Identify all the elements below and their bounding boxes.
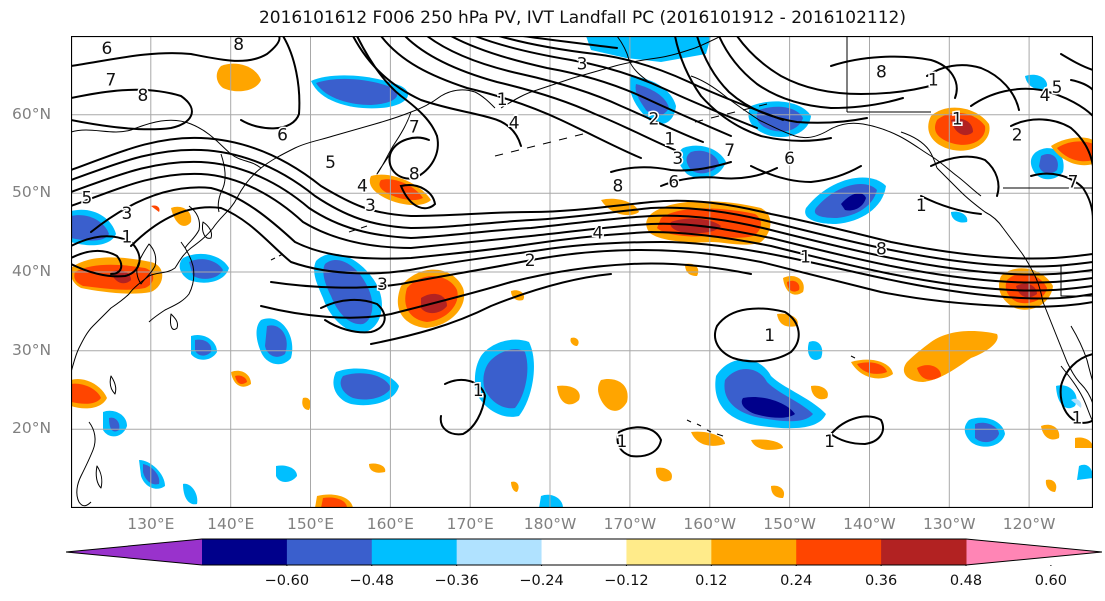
contour-label: 3 — [672, 149, 683, 169]
contour-label: 4 — [1040, 86, 1051, 106]
colorbar-segment — [541, 539, 627, 565]
contour-label: 3 — [377, 275, 388, 295]
colorbar-tick-label: −0.12 — [604, 573, 649, 589]
contour-label: 1 — [497, 90, 508, 110]
colorbar-tick-label: 0.12 — [695, 573, 728, 589]
lon-label: 150°E — [286, 515, 335, 533]
lat-label: 40°N — [12, 262, 52, 280]
colorbar-segment — [286, 539, 373, 565]
contour-label: 2 — [1012, 125, 1023, 145]
contour-label: 1 — [952, 110, 963, 130]
contour-label: 6 — [102, 39, 113, 59]
contour-label: 4 — [593, 224, 604, 244]
colorbar-tick-label: −0.60 — [264, 573, 310, 589]
contour-label: 2 — [525, 251, 536, 271]
contour-label: 1 — [121, 228, 132, 248]
colorbar — [66, 538, 1102, 566]
contour-label: 1 — [764, 326, 775, 346]
lon-label: 130°W — [922, 515, 976, 533]
contour-label: 1 — [928, 70, 939, 90]
colorbar-tick-label: −0.48 — [349, 573, 394, 589]
contour-label: 1 — [824, 432, 835, 452]
contour-label: 5 — [82, 188, 93, 208]
pv-contours — [71, 36, 1093, 458]
contour-label: 8 — [613, 176, 624, 196]
contour-label: 8 — [876, 239, 887, 259]
contour-label: 1 — [617, 432, 628, 452]
contour-label: 3 — [365, 196, 376, 216]
colorbar-outline — [66, 538, 1102, 566]
contour-label: 7 — [1068, 173, 1079, 193]
contour-label: 1 — [800, 247, 811, 267]
contour-label: 6 — [784, 149, 795, 169]
lat-label: 20°N — [12, 419, 52, 438]
graticule — [71, 36, 1093, 508]
contour-label: 4 — [509, 114, 520, 134]
contour-label: 6 — [277, 125, 288, 145]
lat-label: 60°N — [12, 104, 52, 123]
map-title: 2016101612 F006 250 hPa PV, IVT Landfall… — [258, 8, 906, 28]
colorbar-segment — [796, 539, 882, 565]
lon-label: 160°W — [683, 515, 737, 533]
colorbar-segment — [711, 539, 797, 565]
colorbar-tick-label: 0.48 — [949, 573, 983, 589]
colorbar-tick-label: 0.60 — [1034, 573, 1068, 589]
lon-label: 130°E — [127, 515, 175, 533]
contour-label: 7 — [106, 70, 117, 90]
lon-label: 140°E — [207, 515, 255, 533]
contour-label: 8 — [233, 36, 244, 55]
colorbar-segment — [371, 539, 458, 565]
colorbar-tick-label: −0.24 — [519, 573, 564, 589]
contour-label: 8 — [409, 165, 420, 185]
contour-label: 6 — [668, 173, 679, 193]
colorbar-segment — [202, 539, 288, 565]
contour-label: 7 — [409, 117, 420, 137]
contour-label: 8 — [137, 86, 148, 106]
lat-label: 30°N — [12, 340, 52, 359]
contour-label: 7 — [724, 141, 735, 161]
lon-label: 120°W — [1002, 515, 1056, 533]
contour-label: 8 — [876, 62, 887, 82]
negative-anomaly-shading — [71, 36, 1093, 508]
contour-label: 3 — [577, 55, 588, 75]
map-frame — [71, 36, 1093, 508]
colorbar-tick-label: 0.36 — [864, 573, 898, 589]
contour-label: 5 — [1052, 78, 1063, 98]
colorbar-segment — [626, 539, 712, 565]
contour-label: 4 — [357, 176, 368, 196]
lon-label: 170°E — [446, 515, 494, 533]
lon-label: 170°W — [603, 515, 657, 533]
contour-label: 3 — [121, 204, 132, 224]
colorbar-min-arrow — [66, 539, 202, 565]
lon-label: 160°E — [366, 515, 414, 533]
colorbar-segment — [456, 539, 543, 565]
colorbar-tick-label: −0.36 — [434, 573, 479, 589]
lat-label: 50°N — [12, 183, 52, 202]
lon-label: 150°W — [763, 515, 816, 533]
colorbar-max-arrow — [966, 539, 1102, 565]
contour-label: 2 — [648, 110, 659, 130]
contour-label: 1 — [664, 129, 675, 149]
lon-label: 140°W — [843, 515, 896, 533]
colorbar-tick-label: 0.24 — [780, 573, 813, 589]
contour-label: 1 — [916, 196, 927, 216]
contour-label: 5 — [325, 153, 336, 173]
colorbar-segment — [881, 539, 967, 565]
contour-label: 1 — [1072, 409, 1083, 429]
contour-label: 1 — [473, 381, 484, 401]
lon-label: 180°W — [523, 515, 577, 533]
positive-anomaly-shading — [71, 63, 1093, 508]
